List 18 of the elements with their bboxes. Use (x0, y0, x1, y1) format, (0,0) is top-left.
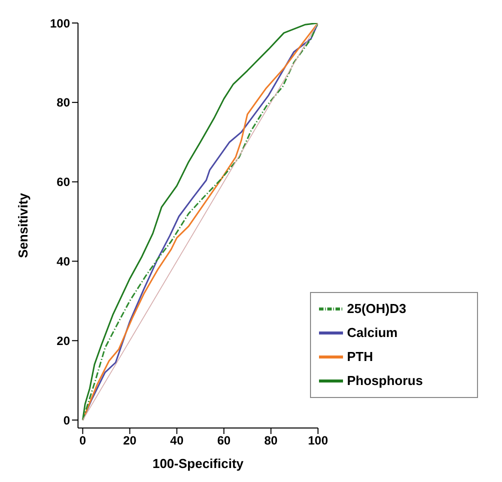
x-tick-label: 20 (123, 434, 137, 448)
x-tick-label: 80 (264, 434, 278, 448)
x-tick-label: 100 (308, 434, 328, 448)
legend-label: Phosphorus (347, 373, 423, 388)
legend-label: PTH (347, 349, 373, 364)
x-tick-label: 0 (79, 434, 86, 448)
x-tick-label: 60 (217, 434, 231, 448)
x-axis-title: 100-Specificity (152, 456, 244, 471)
legend-label: 25(OH)D3 (347, 301, 406, 316)
y-tick-label: 40 (56, 254, 70, 268)
y-tick-label: 60 (56, 175, 70, 190)
x-tick-label: 40 (170, 434, 184, 448)
legend-label: Calcium (347, 325, 398, 340)
y-tick-label: 100 (50, 16, 70, 30)
y-axis-title: Sensitivity (16, 192, 31, 258)
y-tick-label: 0 (63, 413, 70, 428)
y-tick-label: 20 (56, 334, 70, 348)
y-tick-label: 80 (56, 96, 70, 110)
